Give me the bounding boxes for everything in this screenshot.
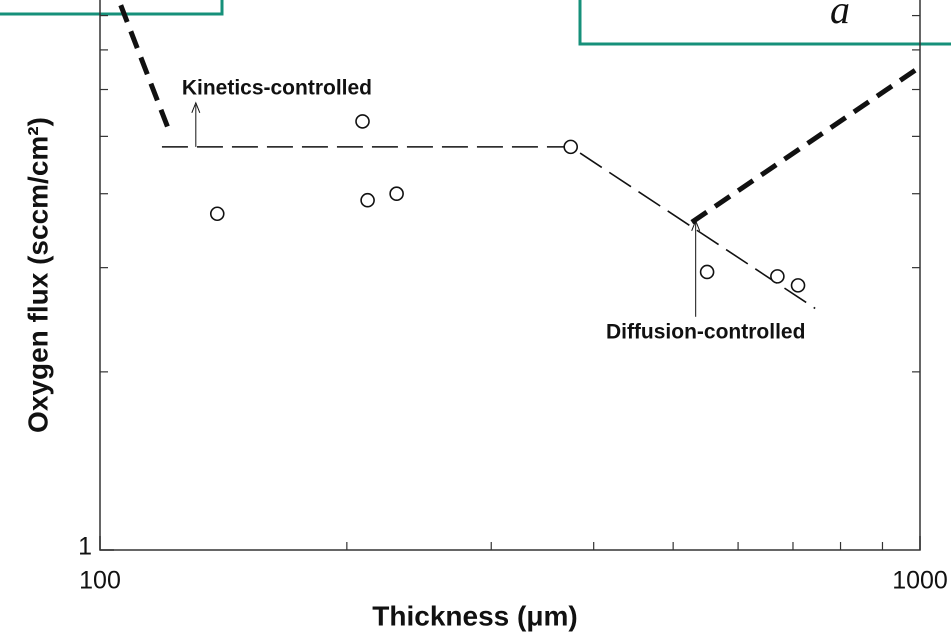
cropped-box bbox=[578, 0, 951, 46]
arrow-head bbox=[691, 219, 701, 231]
x-axis-label: Thickness (μm) bbox=[372, 600, 577, 631]
data-point bbox=[209, 206, 225, 222]
thick-dashed-line bbox=[118, 4, 174, 137]
x-tick-label: 1000 bbox=[892, 567, 948, 595]
annotation: Diffusion-controlled bbox=[606, 320, 805, 343]
plot-frame bbox=[99, 0, 921, 551]
x-tick-label: 100 bbox=[79, 567, 121, 595]
annotation: Kinetics-controlled bbox=[182, 76, 372, 99]
box-text: a bbox=[830, 0, 850, 32]
y-tick-label: 1 bbox=[78, 533, 92, 561]
y-axis-label: Oxygen flux (sccm/cm²) bbox=[22, 117, 53, 433]
data-point bbox=[360, 192, 375, 208]
data-point bbox=[563, 139, 579, 155]
arrow-head bbox=[191, 101, 201, 114]
data-point bbox=[355, 114, 370, 129]
thick-dashed-line bbox=[690, 64, 922, 225]
data-point bbox=[770, 269, 785, 284]
data-point bbox=[790, 278, 806, 293]
fit-line bbox=[161, 146, 816, 310]
cropped-box bbox=[0, 0, 224, 16]
data-point bbox=[699, 264, 715, 280]
data-point bbox=[389, 186, 404, 202]
